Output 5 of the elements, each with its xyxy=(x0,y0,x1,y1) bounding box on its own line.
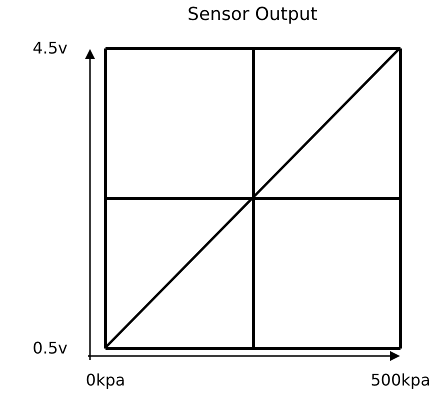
x-tick-label: 500kpa xyxy=(370,370,430,390)
y-tick-label: 4.5v xyxy=(32,38,68,58)
chart-title: Sensor Output xyxy=(188,4,318,25)
y-tick-label: 0.5v xyxy=(32,338,68,358)
x-tick-label: 0kpa xyxy=(86,370,126,390)
